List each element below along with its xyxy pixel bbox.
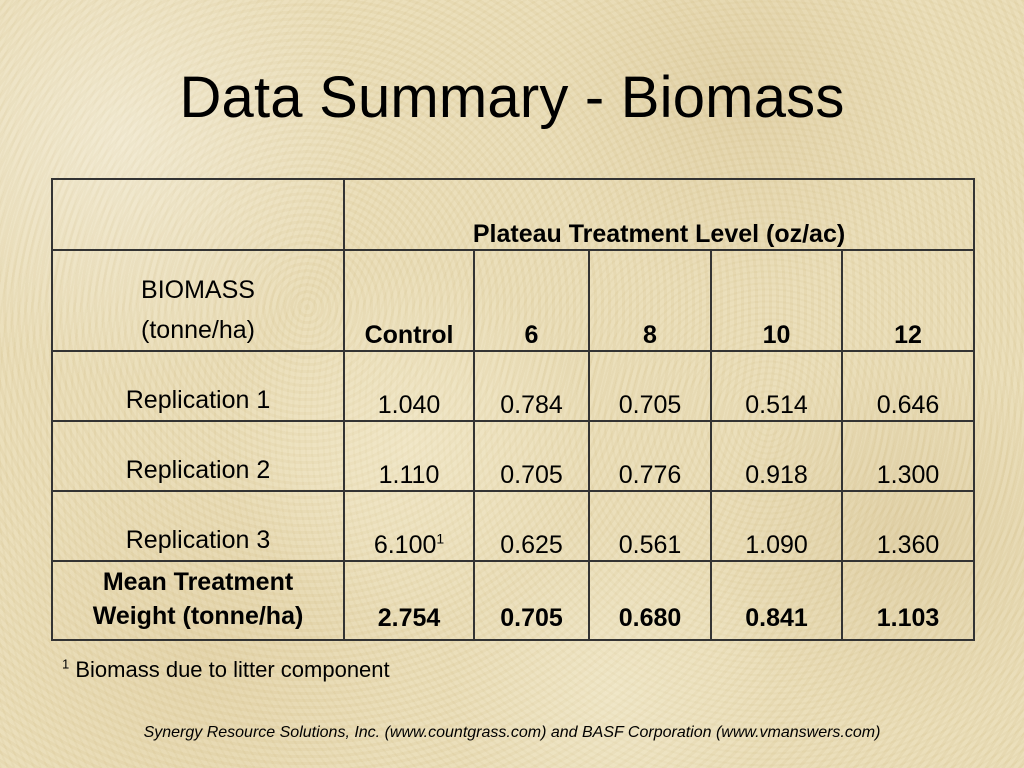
mean-row: Mean Treatment Weight (tonne/ha) 2.754 0.… xyxy=(51,560,976,641)
mean-label-line-1: Mean Treatment xyxy=(102,568,294,596)
table-row: Replication 1 1.040 0.784 0.705 0.514 0.… xyxy=(51,350,976,422)
empty-corner-cell xyxy=(51,178,345,251)
mean-cell: 0.680 xyxy=(588,560,712,641)
column-header-control: Control xyxy=(343,249,475,352)
units-label: (tonne/ha) xyxy=(141,316,255,344)
column-header-row: BIOMASS (tonne/ha) Control 6 8 10 12 xyxy=(51,249,976,352)
footnote-text: Biomass due to litter component xyxy=(75,657,390,682)
table-cell: 0.705 xyxy=(588,350,712,422)
column-header-10: 10 xyxy=(710,249,843,352)
footnote-marker: 1 xyxy=(436,530,445,547)
table-cell: 0.784 xyxy=(473,350,590,422)
row-label-replication-1: Replication 1 xyxy=(51,350,345,422)
mean-cell: 2.754 xyxy=(343,560,475,641)
footnote-number: 1 xyxy=(62,656,70,672)
column-header-12: 12 xyxy=(840,249,976,352)
table-cell: 1.090 xyxy=(710,490,843,562)
source-credit: Synergy Resource Solutions, Inc. (www.co… xyxy=(143,724,881,741)
table-cell: 0.705 xyxy=(473,420,590,492)
table-cell: 1.300 xyxy=(840,420,976,492)
mean-cell: 1.103 xyxy=(840,560,976,641)
table-cell: 0.514 xyxy=(710,350,843,422)
table-row: Replication 3 6.1001 0.625 0.561 1.090 1… xyxy=(51,490,976,562)
table-cell: 0.776 xyxy=(588,420,712,492)
table-cell: 0.625 xyxy=(473,490,590,562)
column-header-8: 8 xyxy=(588,249,712,352)
footnote: 1 Biomass due to litter component xyxy=(62,656,390,684)
mean-cell: 0.705 xyxy=(473,560,590,641)
biomass-label: BIOMASS xyxy=(141,276,255,304)
mean-cell: 0.841 xyxy=(710,560,843,641)
column-header-6: 6 xyxy=(473,249,590,352)
biomass-units-label: BIOMASS (tonne/ha) xyxy=(51,249,345,352)
table-row: Replication 2 1.110 0.705 0.776 0.918 1.… xyxy=(51,420,976,492)
row-label-replication-2: Replication 2 xyxy=(51,420,345,492)
cell-value: 6.100 xyxy=(373,531,437,559)
table-cell: 1.360 xyxy=(840,490,976,562)
table-cell: 0.646 xyxy=(840,350,976,422)
mean-label-line-2: Weight (tonne/ha) xyxy=(92,602,304,630)
table-cell: 1.110 xyxy=(343,420,475,492)
biomass-table: Plateau Treatment Level (oz/ac) BIOMASS (… xyxy=(51,178,976,641)
row-label-replication-3: Replication 3 xyxy=(51,490,345,562)
mean-row-label: Mean Treatment Weight (tonne/ha) xyxy=(51,560,345,641)
slide-title: Data Summary - Biomass xyxy=(179,65,845,130)
treatment-level-header: Plateau Treatment Level (oz/ac) xyxy=(342,178,976,251)
table-cell: 0.918 xyxy=(710,420,843,492)
table-cell-with-footnote: 6.1001 xyxy=(343,490,475,562)
table-cell: 1.040 xyxy=(343,350,475,422)
table-header-row: Plateau Treatment Level (oz/ac) xyxy=(51,178,976,251)
table-cell: 0.561 xyxy=(588,490,712,562)
